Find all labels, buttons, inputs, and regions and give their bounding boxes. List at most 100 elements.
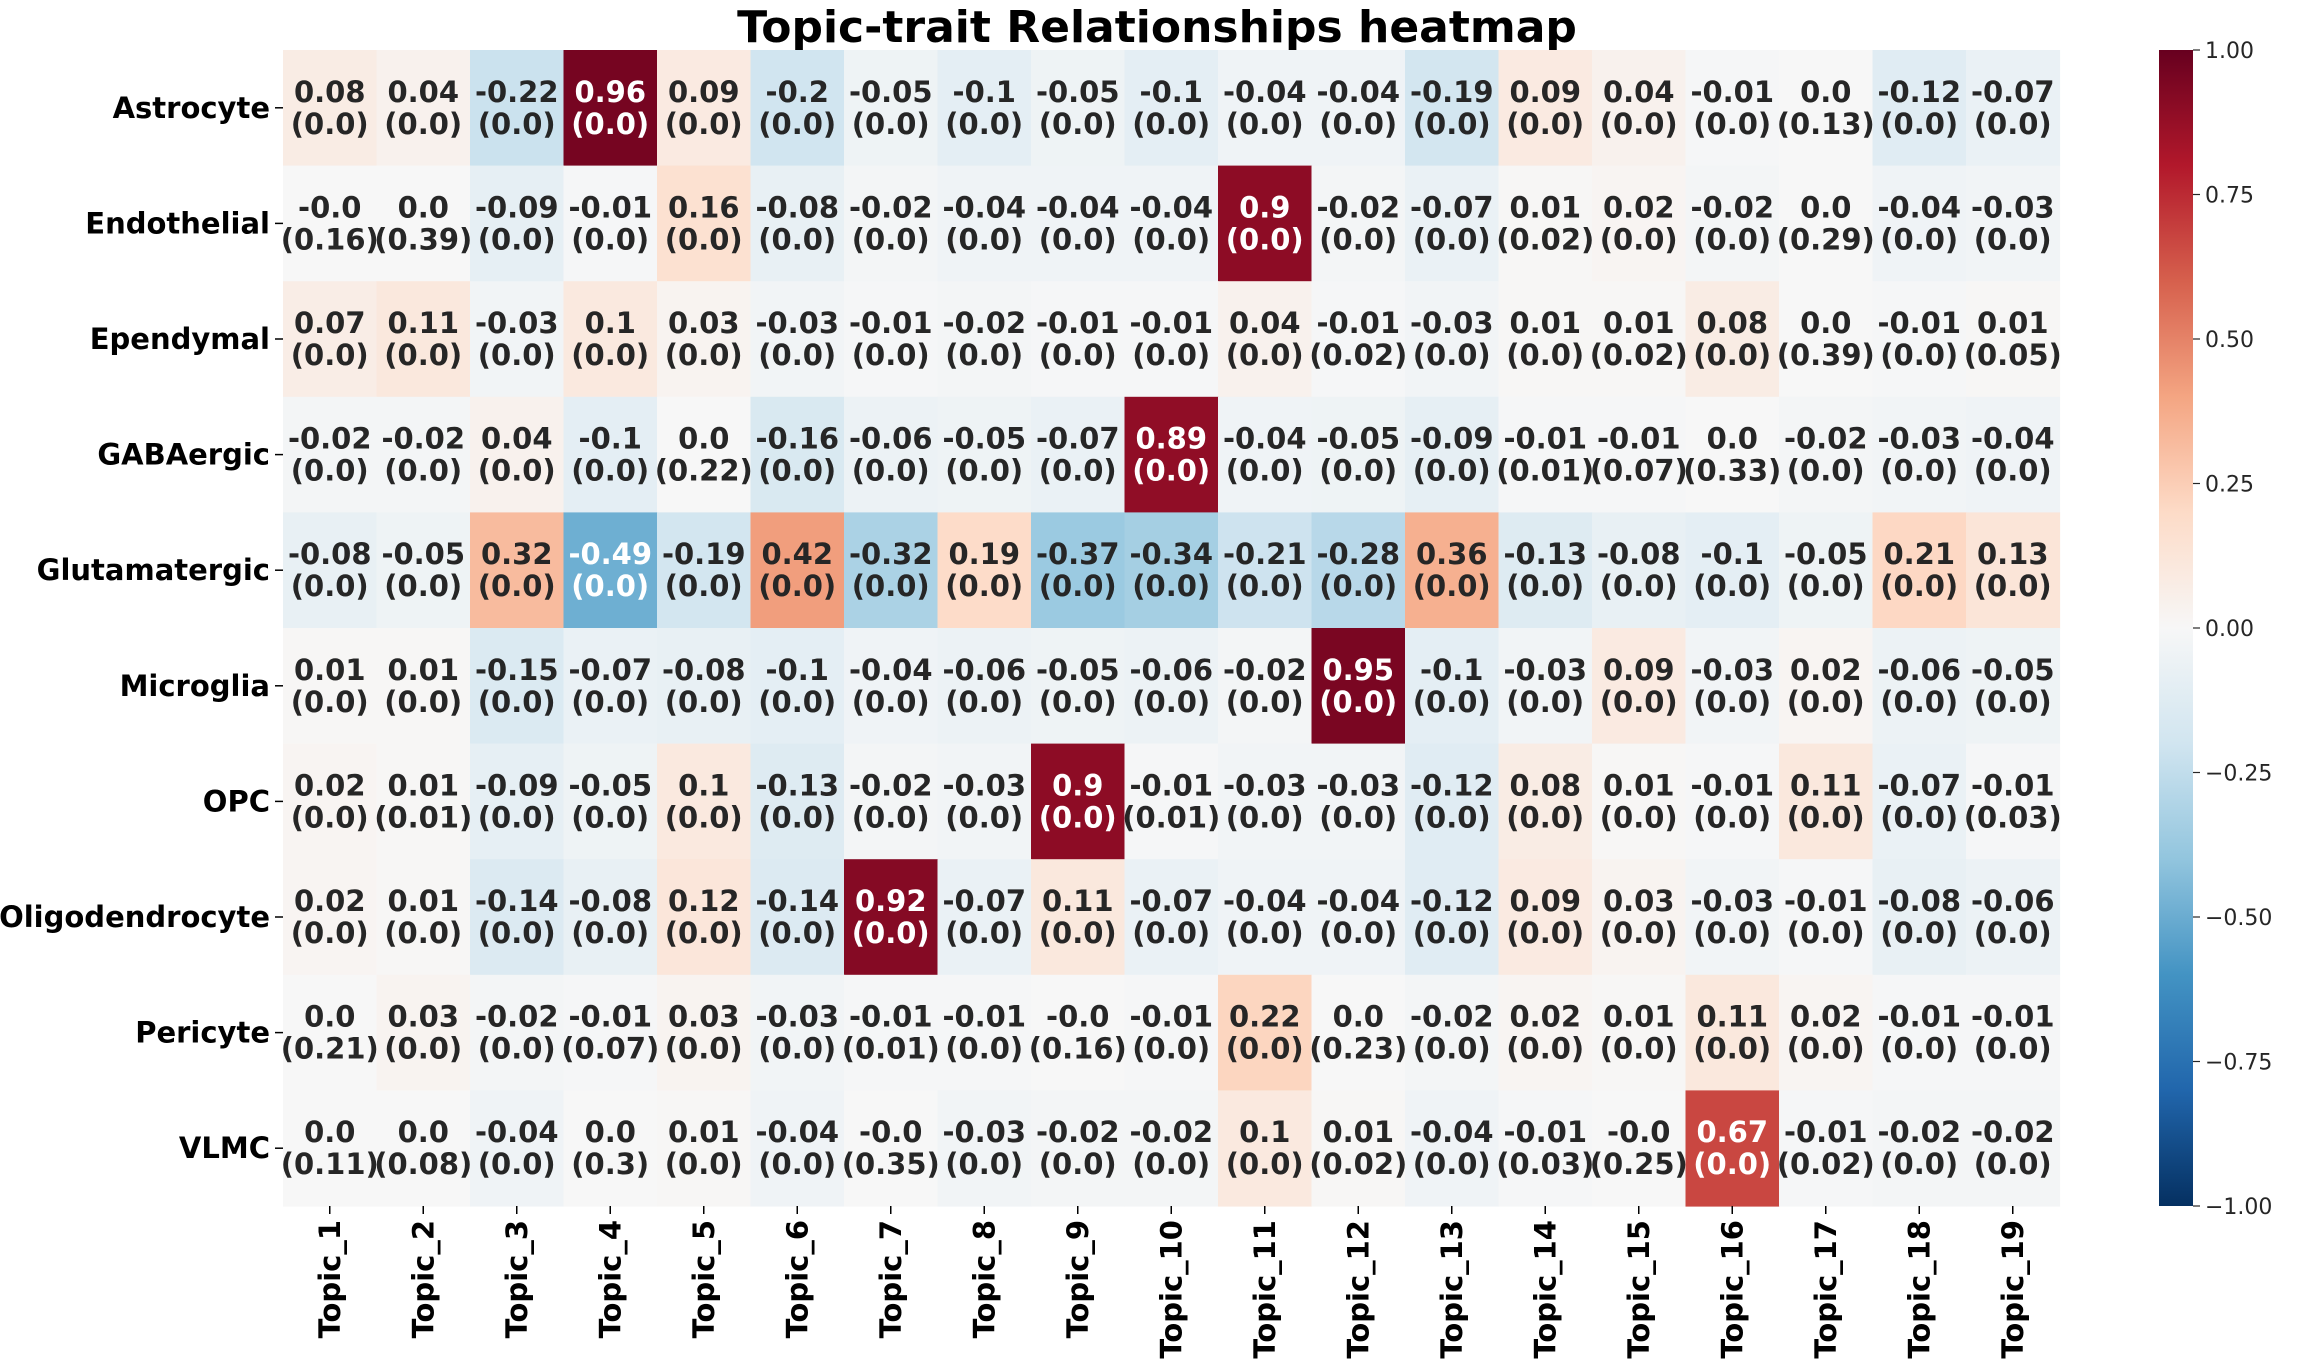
- heatmap-cell: [750, 1090, 845, 1207]
- cell-value-label: 0.12: [668, 884, 740, 918]
- heatmap-cell: [1218, 396, 1313, 513]
- heatmap-cell: [657, 743, 752, 860]
- cell-pvalue-label: (0.07): [561, 1032, 659, 1066]
- cell-pvalue-label: (0.0): [1506, 107, 1584, 141]
- heatmap-cell: [1685, 50, 1780, 167]
- cell-value-label: 0.08: [1696, 306, 1768, 340]
- column-label: Topic_9: [1061, 1220, 1095, 1338]
- cell-pvalue-label: (0.0): [1413, 916, 1491, 950]
- cell-value-label: 0.92: [855, 884, 927, 918]
- cell-value-label: -0.02: [849, 190, 933, 224]
- heatmap-cell: [937, 50, 1032, 167]
- cell-value-label: -0.01: [1316, 306, 1400, 340]
- cell-pvalue-label: (0.0): [1226, 800, 1304, 834]
- heatmap-cell: [1124, 165, 1219, 282]
- heatmap-cell: [1405, 512, 1500, 629]
- cell-pvalue-label: (0.0): [478, 454, 556, 488]
- cell-pvalue-label: (0.0): [945, 338, 1023, 372]
- cell-pvalue-label: (0.0): [1693, 338, 1771, 372]
- cell-value-label: -0.03: [1971, 190, 2055, 224]
- cell-pvalue-label: (0.11): [281, 1147, 379, 1181]
- cell-value-label: -0.1: [1420, 653, 1483, 687]
- heatmap-cell: [657, 628, 752, 745]
- cell-value-label: -0.08: [662, 653, 746, 687]
- cell-pvalue-label: (0.0): [384, 1032, 462, 1066]
- cell-pvalue-label: (0.0): [945, 685, 1023, 719]
- cell-pvalue-label: (0.08): [374, 1147, 472, 1181]
- heatmap-cells: 0.08(0.0)0.04(0.0)-0.22(0.0)0.96(0.0)0.0…: [281, 50, 2062, 1207]
- cell-pvalue-label: (0.33): [1683, 454, 1781, 488]
- cell-pvalue-label: (0.01): [842, 1032, 940, 1066]
- heatmap-cell: [1124, 974, 1219, 1091]
- cell-pvalue-label: (0.02): [1496, 222, 1594, 256]
- cell-value-label: -0.05: [1784, 537, 1868, 571]
- cell-value-label: 0.02: [294, 884, 366, 918]
- cell-value-label: 0.11: [1790, 768, 1862, 802]
- heatmap-cell: [1966, 628, 2061, 745]
- heatmap-cell: [376, 743, 471, 860]
- cell-pvalue-label: (0.0): [478, 569, 556, 603]
- cell-pvalue-label: (0.0): [1880, 1032, 1958, 1066]
- cell-pvalue-label: (0.0): [1880, 569, 1958, 603]
- cell-pvalue-label: (0.0): [1039, 685, 1117, 719]
- cell-pvalue-label: (0.0): [1413, 107, 1491, 141]
- cell-pvalue-label: (0.0): [945, 569, 1023, 603]
- cell-pvalue-label: (0.0): [1880, 338, 1958, 372]
- heatmap-cell: [1031, 974, 1126, 1091]
- cell-value-label: -0.13: [1503, 537, 1587, 571]
- cell-pvalue-label: (0.0): [291, 685, 369, 719]
- cell-pvalue-label: (0.0): [571, 222, 649, 256]
- cell-pvalue-label: (0.0): [1319, 454, 1397, 488]
- cell-pvalue-label: (0.0): [1506, 569, 1584, 603]
- heatmap-cell: [1592, 396, 1687, 513]
- cell-value-label: 0.01: [668, 1115, 740, 1149]
- cell-pvalue-label: (0.0): [1880, 1147, 1958, 1181]
- heatmap-cell: [1592, 281, 1687, 398]
- heatmap-cell: [1872, 281, 1967, 398]
- cell-pvalue-label: (0.0): [571, 800, 649, 834]
- cell-value-label: 0.95: [1322, 653, 1394, 687]
- heatmap-cell: [1405, 974, 1500, 1091]
- heatmap-cell: [376, 396, 471, 513]
- heatmap-cell: [1498, 974, 1593, 1091]
- heatmap-cell: [563, 165, 658, 282]
- cell-value-label: -0.32: [849, 537, 933, 571]
- cell-value-label: -0.06: [849, 422, 933, 456]
- cell-pvalue-label: (0.0): [478, 1147, 556, 1181]
- cell-value-label: -0.04: [1316, 884, 1400, 918]
- heatmap-cell: [1592, 743, 1687, 860]
- cell-pvalue-label: (0.0): [1039, 454, 1117, 488]
- cell-value-label: -0.0: [1607, 1115, 1670, 1149]
- heatmap-cell: [1218, 859, 1313, 976]
- heatmap-cell: [750, 628, 845, 745]
- heatmap-cell: [1405, 1090, 1500, 1207]
- heatmap-cell: [1311, 165, 1406, 282]
- heatmap-cell: [844, 974, 939, 1091]
- cell-pvalue-label: (0.0): [1974, 107, 2052, 141]
- column-label: Topic_3: [500, 1220, 534, 1338]
- cell-value-label: -0.01: [1503, 1115, 1587, 1149]
- heatmap-cell: [1872, 165, 1967, 282]
- column-label: Topic_13: [1435, 1220, 1469, 1359]
- cell-value-label: -0.05: [849, 75, 933, 109]
- heatmap-cell: [657, 396, 752, 513]
- cell-value-label: -0.01: [849, 306, 933, 340]
- cell-value-label: 0.42: [761, 537, 833, 571]
- cell-pvalue-label: (0.16): [281, 222, 379, 256]
- column-label: Topic_18: [1902, 1220, 1936, 1359]
- cell-value-label: -0.22: [475, 75, 559, 109]
- colorbar-tick-label: 0.25: [2205, 473, 2254, 498]
- cell-value-label: -0.1: [766, 653, 829, 687]
- heatmap-cell: [1218, 628, 1313, 745]
- cell-value-label: -0.01: [1877, 1000, 1961, 1034]
- cell-pvalue-label: (0.0): [571, 338, 649, 372]
- cell-pvalue-label: (0.0): [1413, 569, 1491, 603]
- heatmap-cell: [844, 1090, 939, 1207]
- cell-value-label: 0.09: [1509, 884, 1581, 918]
- heatmap-cell: [1218, 281, 1313, 398]
- heatmap-cell: [1872, 743, 1967, 860]
- heatmap-cell: [1311, 974, 1406, 1091]
- cell-pvalue-label: (0.0): [1413, 800, 1491, 834]
- cell-value-label: 0.11: [387, 306, 459, 340]
- cell-value-label: -0.03: [1690, 653, 1774, 687]
